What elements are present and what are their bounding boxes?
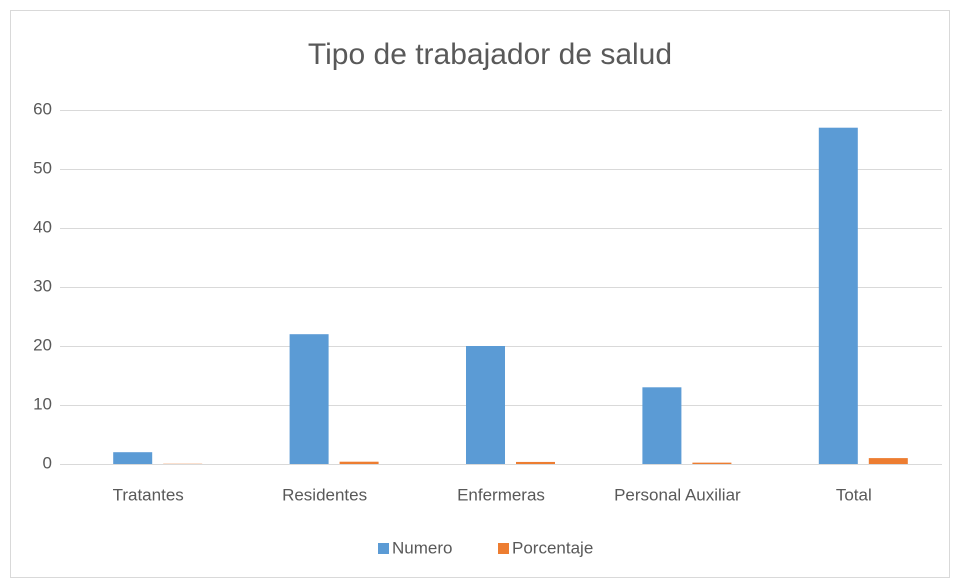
x-tick-label: Tratantes bbox=[113, 485, 184, 504]
bar bbox=[516, 461, 555, 464]
x-tick-label: Personal Auxiliar bbox=[614, 485, 741, 504]
bar bbox=[818, 127, 858, 464]
legend-swatch bbox=[378, 543, 389, 554]
legend-swatch bbox=[498, 543, 509, 554]
bar bbox=[289, 334, 329, 464]
y-tick-label: 60 bbox=[33, 99, 52, 118]
x-tick-label: Total bbox=[836, 485, 872, 504]
legend-label: Numero bbox=[392, 538, 452, 557]
y-tick-label: 40 bbox=[33, 217, 52, 236]
x-tick-label: Residentes bbox=[282, 485, 367, 504]
legend-label: Porcentaje bbox=[512, 538, 593, 557]
y-tick-label: 30 bbox=[33, 276, 52, 295]
bar bbox=[692, 462, 732, 464]
chart-frame bbox=[10, 10, 950, 578]
bar bbox=[339, 461, 379, 464]
x-tick-label: Enfermeras bbox=[457, 485, 545, 504]
y-tick-label: 50 bbox=[33, 158, 52, 177]
y-tick-label: 10 bbox=[33, 394, 52, 413]
chart-title: Tipo de trabajador de salud bbox=[308, 38, 672, 71]
y-tick-label: 0 bbox=[43, 453, 52, 472]
y-tick-label: 20 bbox=[33, 335, 52, 354]
bar bbox=[642, 387, 682, 464]
bar bbox=[868, 458, 908, 464]
bar bbox=[113, 452, 153, 464]
bar bbox=[466, 346, 505, 464]
